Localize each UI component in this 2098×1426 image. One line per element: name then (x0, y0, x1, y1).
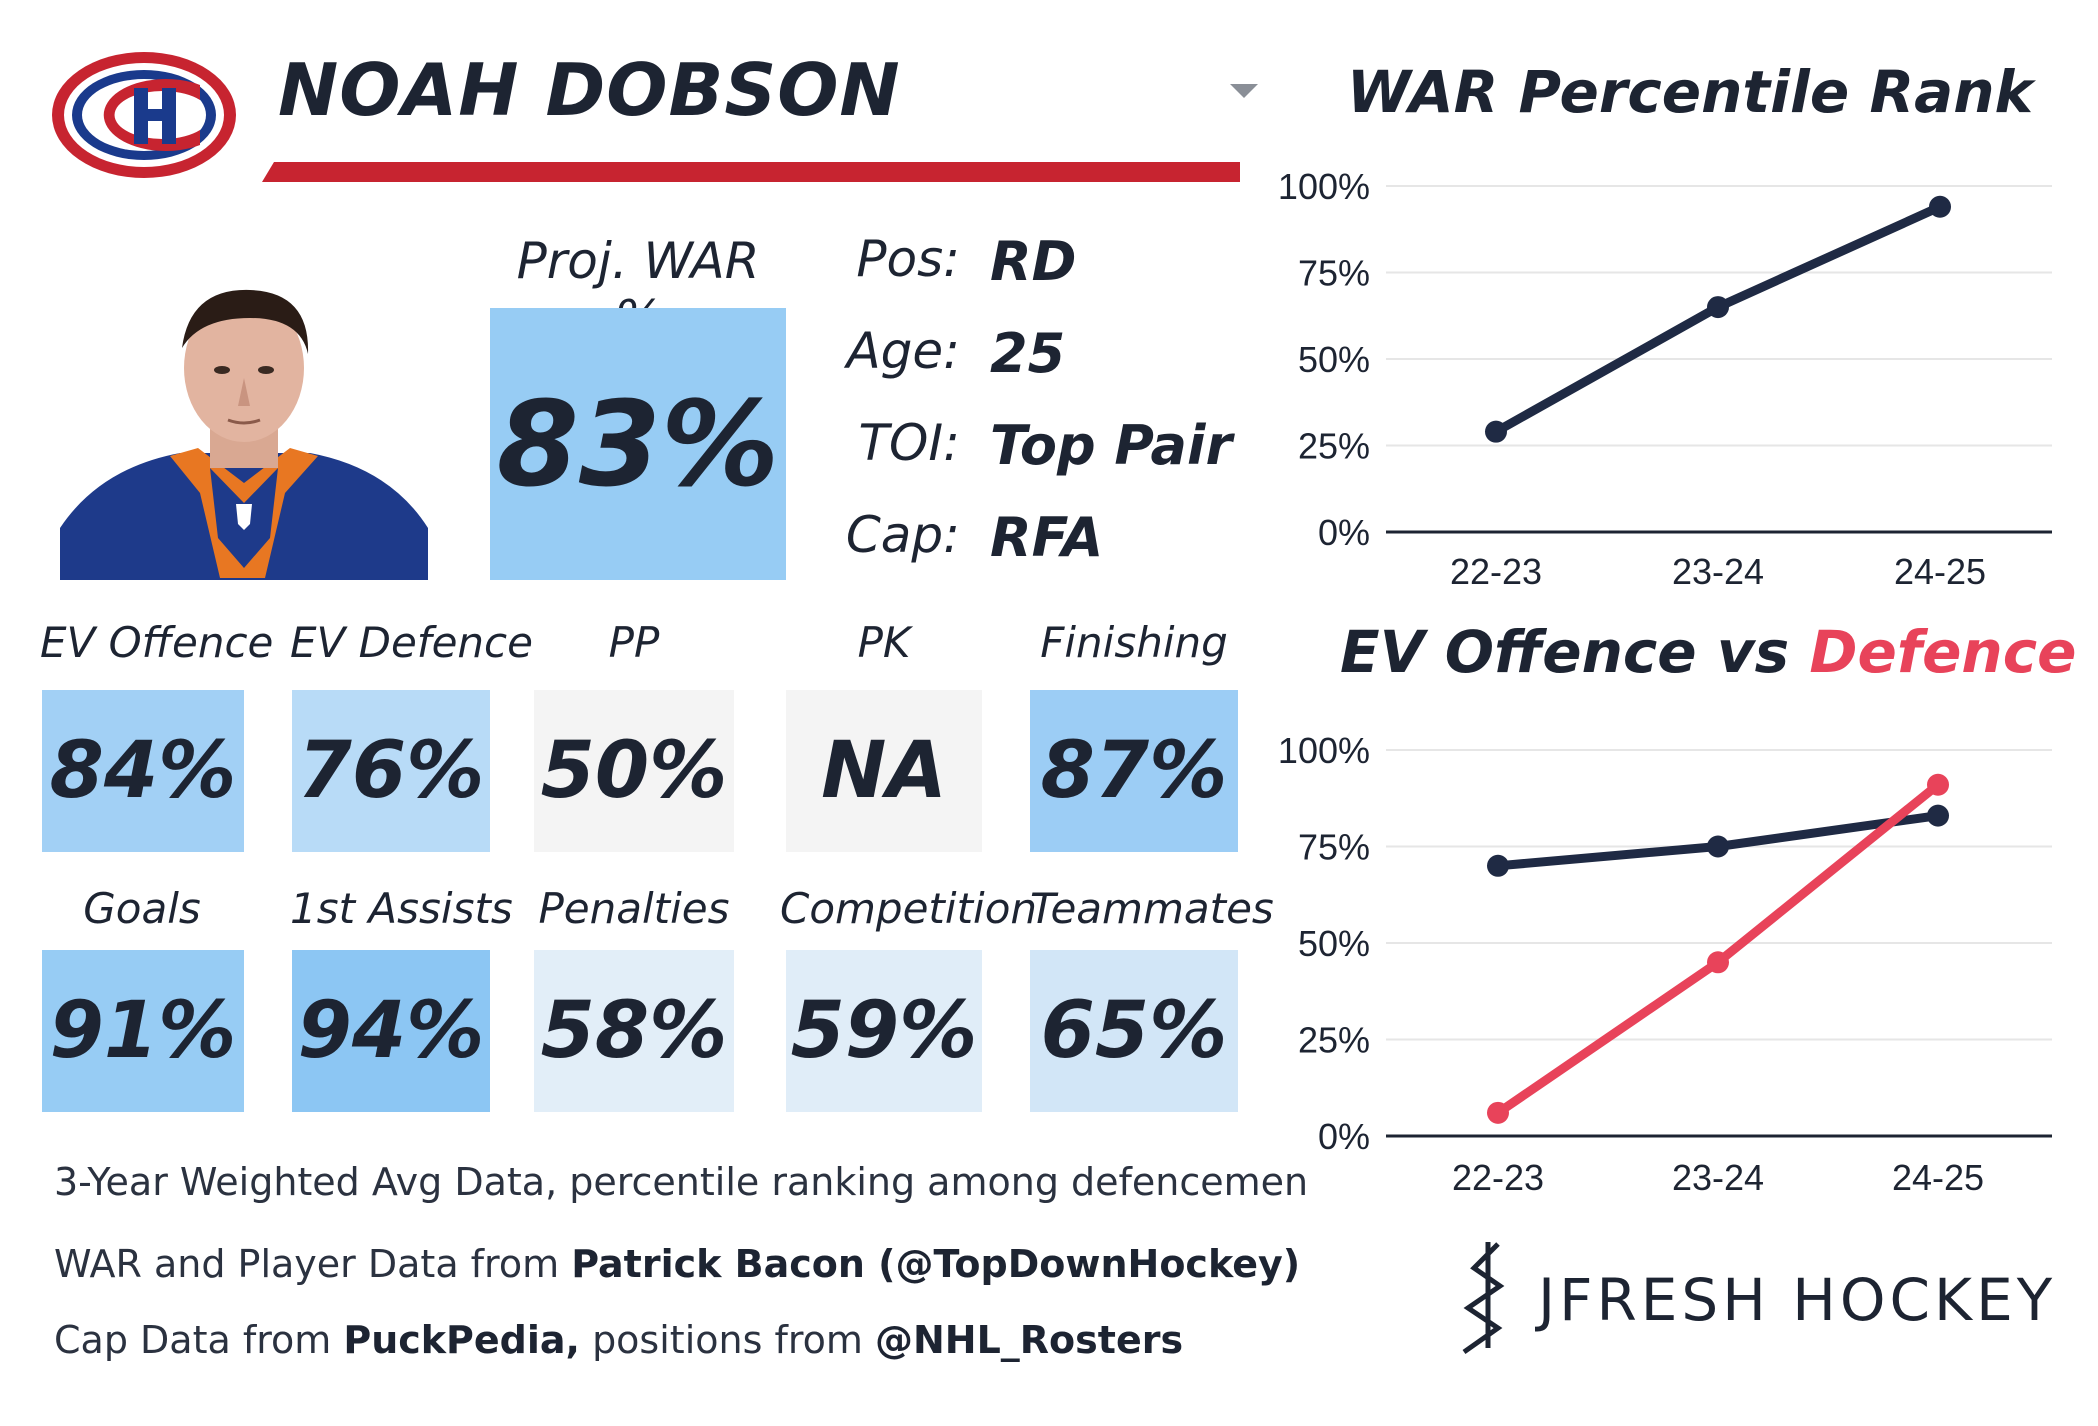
proj-war-value: 83% (496, 375, 780, 513)
stat-value-competition: 59% (790, 986, 978, 1076)
data-point (1707, 951, 1729, 974)
x-tick-label: 22-23 (1452, 1157, 1544, 1198)
data-point (1487, 854, 1509, 877)
stat-box-1st-assists: 94% (292, 950, 490, 1112)
title-underline (262, 162, 1240, 182)
footer-pos-author: @NHL_Rosters (874, 1318, 1184, 1362)
x-tick-label: 24-25 (1892, 1157, 1984, 1198)
x-tick-label: 23-24 (1672, 1157, 1764, 1198)
cap-label: Cap: (845, 506, 960, 564)
stat-value-pp: 50% (540, 726, 728, 816)
footer-war-source: WAR and Player Data from Patrick Bacon (… (54, 1242, 1300, 1286)
age-value: 25 (990, 322, 1066, 385)
footer-cap-prefix: Cap Data from (54, 1318, 344, 1362)
data-point (1485, 420, 1507, 443)
brand-logo-icon (1462, 1242, 1505, 1355)
stat-value-ev-offence: 84% (49, 726, 237, 816)
chart-war-percentile: 100% 75% 50% 25% 0% 22-23 23-24 24-25 (1278, 166, 2052, 592)
y-tick-label: 100% (1278, 730, 1370, 771)
stat-box-penalties: 58% (534, 950, 734, 1112)
stat-box-competition: 59% (786, 950, 982, 1112)
data-point (1707, 296, 1729, 319)
y-tick-label: 25% (1298, 1020, 1370, 1061)
stat-label-1st-assists: 1st Assists (290, 884, 513, 933)
stat-value-1st-assists: 94% (297, 986, 485, 1076)
series-line-1 (1493, 780, 1943, 1118)
pos-value: RD (990, 230, 1077, 293)
player-select-chevron-down-icon[interactable] (1230, 84, 1258, 98)
stat-label-teammates: Teammates (1030, 884, 1274, 933)
stat-value-teammates: 65% (1040, 986, 1228, 1076)
stat-label-goals: Goals (83, 884, 201, 933)
proj-war-box: 83% (490, 308, 786, 580)
x-tick-label: 22-23 (1450, 551, 1542, 592)
chart2-title: EV Offence vs Defence (1340, 618, 2076, 686)
y-tick-label: 100% (1278, 166, 1370, 207)
stat-label-pk: PK (857, 618, 911, 667)
age-label: Age: (846, 322, 960, 380)
data-point (1927, 804, 1949, 827)
chart1-title: WAR Percentile Rank (1346, 58, 2034, 126)
stat-box-goals: 91% (42, 950, 244, 1112)
x-tick-label: 23-24 (1672, 551, 1764, 592)
footer-war-author: Patrick Bacon (@TopDownHockey) (571, 1242, 1301, 1286)
stat-label-finishing: Finishing (1040, 618, 1228, 667)
team-logo (52, 52, 236, 178)
y-tick-label: 0% (1318, 1116, 1370, 1157)
toi-value: Top Pair (990, 414, 1233, 477)
data-point (1927, 773, 1949, 796)
cap-value: RFA (990, 506, 1104, 569)
stat-label-penalties: Penalties (538, 884, 730, 933)
footer-cap-source: Cap Data from PuckPedia, positions from … (54, 1318, 1183, 1362)
chart2-title-offence: EV Offence vs (1340, 618, 1810, 686)
chart2-title-defence: Defence (1809, 618, 2077, 686)
footer-cap-author: PuckPedia, (343, 1318, 580, 1362)
stat-value-goals: 91% (49, 986, 237, 1076)
stat-label-ev-offence: EV Offence (40, 618, 274, 667)
data-point (1487, 1101, 1509, 1124)
brand-name: JFRESH HOCKEY (1538, 1266, 2057, 1334)
data-point (1929, 195, 1951, 218)
x-tick-label: 24-25 (1894, 551, 1986, 592)
y-tick-label: 50% (1298, 339, 1370, 380)
stat-value-penalties: 58% (540, 986, 728, 1076)
chart-ev-offence-vs-defence: 100% 75% 50% 25% 0% 22-23 23-24 24-25 (1278, 730, 2052, 1198)
y-tick-label: 50% (1298, 923, 1370, 964)
player-photo (60, 289, 428, 580)
stat-box-ev-offence: 84% (42, 690, 244, 852)
y-tick-label: 75% (1298, 253, 1370, 294)
stat-box-pk: NA (786, 690, 982, 852)
stat-box-teammates: 65% (1030, 950, 1238, 1112)
player-name: NOAH DOBSON (278, 48, 901, 132)
stat-value-pk: NA (821, 726, 947, 816)
stat-value-ev-defence: 76% (297, 726, 485, 816)
stat-box-pp: 50% (534, 690, 734, 852)
toi-label: TOI: (858, 414, 961, 472)
footer-note: 3-Year Weighted Avg Data, percentile ran… (54, 1160, 1309, 1204)
footer-pos-prefix: positions from (579, 1318, 875, 1362)
data-point (1707, 835, 1729, 858)
pos-label: Pos: (856, 230, 960, 288)
stat-value-finishing: 87% (1040, 726, 1228, 816)
stat-box-finishing: 87% (1030, 690, 1238, 852)
stat-box-ev-defence: 76% (292, 690, 490, 852)
y-tick-label: 25% (1298, 426, 1370, 467)
footer-war-prefix: WAR and Player Data from (54, 1242, 572, 1286)
series-line-0 (1491, 202, 1945, 437)
y-tick-label: 75% (1298, 827, 1370, 868)
stat-label-pp: PP (608, 618, 660, 667)
y-tick-label: 0% (1318, 512, 1370, 553)
